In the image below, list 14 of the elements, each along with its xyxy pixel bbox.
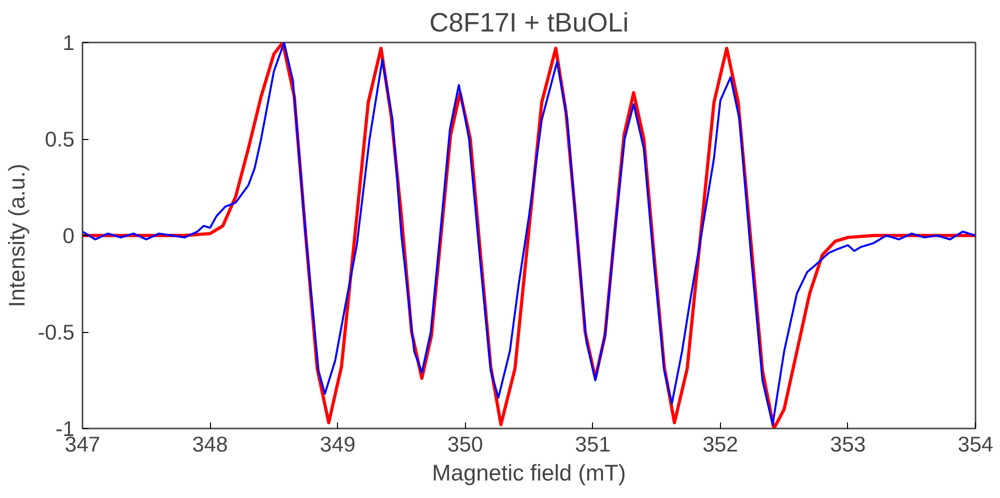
y-axis-title: Intensity (a.u.) — [4, 164, 30, 308]
x-tick-label: 349 — [320, 432, 356, 456]
y-tick-label: 0 — [62, 224, 75, 248]
chart-title: C8F17I + tBuOLi — [429, 8, 629, 38]
x-tick-label: 353 — [830, 432, 866, 456]
x-tick-label: 350 — [447, 432, 484, 456]
y-tick-label: 0.5 — [44, 128, 75, 152]
y-tick-label: 1 — [62, 31, 75, 55]
x-tick-label: 348 — [192, 432, 228, 456]
x-tick-label: 352 — [702, 432, 738, 456]
y-tick-label: -0.5 — [38, 320, 75, 344]
x-tick-label: 354 — [958, 432, 994, 456]
x-axis-title: Magnetic field (mT) — [432, 460, 626, 486]
x-tick-label: 351 — [574, 432, 611, 456]
